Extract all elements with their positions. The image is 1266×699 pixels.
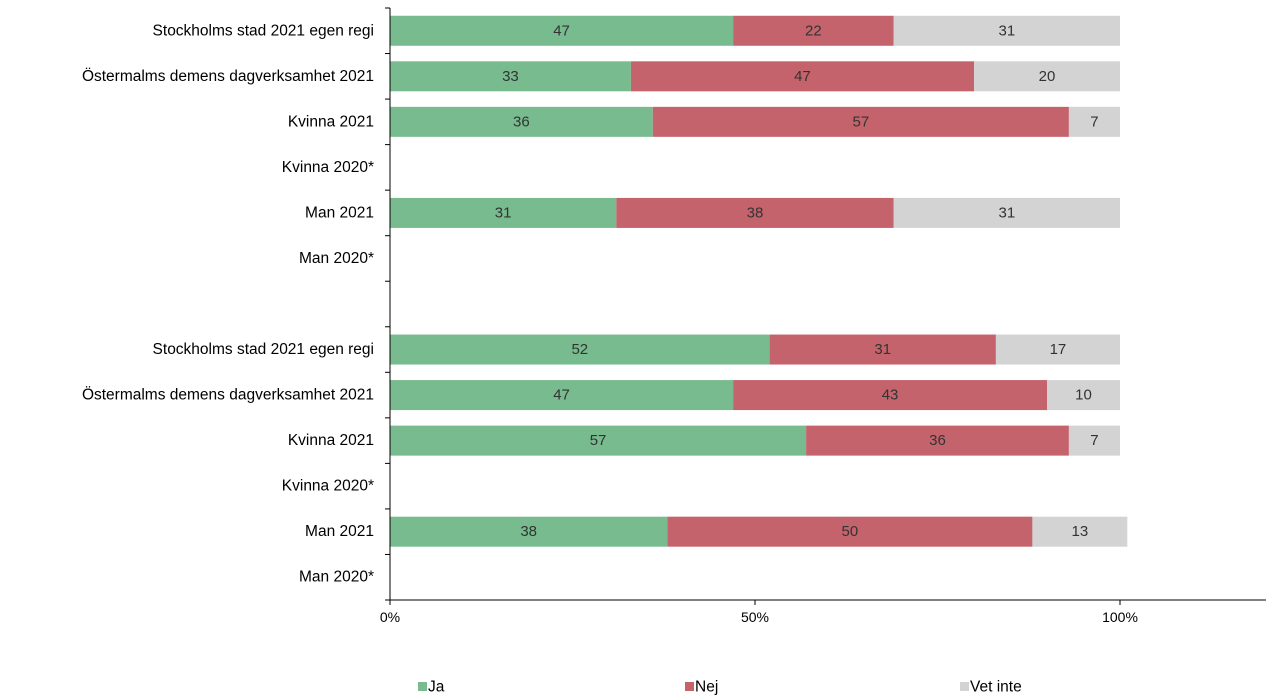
legend-item: Ja — [418, 679, 445, 696]
bar-segment-vet-inte — [995, 334, 1120, 365]
category-label: Östermalms demens dagverksamhet 2021 — [82, 386, 374, 404]
bar-segment-vet-inte — [1047, 380, 1120, 411]
data-label: 10 — [1075, 387, 1092, 404]
data-label: 57 — [590, 432, 607, 449]
data-label: 36 — [513, 113, 530, 130]
bar-segment-nej — [630, 61, 974, 92]
bar-segment-vet-inte — [893, 15, 1120, 46]
data-label: 31 — [999, 204, 1016, 221]
category-label: Stockholms stad 2021 egen regi — [153, 341, 374, 358]
x-tick-label: 0% — [380, 609, 400, 625]
data-label: 31 — [874, 341, 891, 358]
bar-segment-vet-inte — [1068, 106, 1120, 137]
legend-item: Vet inte — [960, 679, 1022, 696]
data-label: 7 — [1090, 432, 1098, 449]
data-label: 47 — [794, 68, 811, 85]
data-label: 47 — [553, 22, 570, 39]
bar-segment-vet-inte — [1068, 425, 1120, 456]
data-label: 43 — [882, 387, 899, 404]
bar-segment-nej — [667, 516, 1033, 547]
data-label: 52 — [571, 341, 588, 358]
bar-segment-nej — [733, 15, 894, 46]
category-label: Kvinna 2021 — [288, 432, 374, 449]
category-label: Kvinna 2021 — [288, 113, 374, 130]
bar-segment-ja — [390, 15, 734, 46]
data-label: 13 — [1072, 523, 1089, 540]
data-label: 38 — [520, 523, 537, 540]
bar-segment-vet-inte — [974, 61, 1120, 92]
data-label: 22 — [805, 22, 822, 39]
legend: Ja Nej Vet inte — [418, 679, 1022, 696]
data-label: 7 — [1090, 113, 1098, 130]
bar-segment-vet-inte — [893, 197, 1120, 228]
bar-segment-vet-inte — [1032, 516, 1128, 547]
legend-swatch — [685, 682, 694, 691]
bar-segment-ja — [390, 197, 617, 228]
category-label: Kvinna 2020* — [282, 159, 374, 176]
legend-swatch — [960, 682, 969, 691]
bar-segment-nej — [769, 334, 996, 365]
x-tick-label: 50% — [741, 609, 769, 625]
data-label: 31 — [495, 204, 512, 221]
legend-label: Ja — [428, 679, 445, 696]
data-label: 31 — [999, 22, 1016, 39]
category-label: Man 2020* — [299, 250, 374, 267]
data-label: 20 — [1039, 68, 1056, 85]
bar-segment-nej — [652, 106, 1069, 137]
data-label: 17 — [1050, 341, 1067, 358]
x-tick-label: 100% — [1102, 609, 1138, 625]
bar-segment-ja — [390, 425, 807, 456]
bar-segment-nej — [733, 380, 1047, 411]
bar-segment-nej — [616, 197, 894, 228]
category-label: Stockholms stad 2021 egen regi — [153, 22, 374, 39]
data-label: 33 — [502, 68, 519, 85]
bar-segment-ja — [390, 516, 668, 547]
bar-segment-ja — [390, 106, 653, 137]
category-label: Man 2021 — [305, 204, 374, 221]
legend-label: Vet inte — [970, 679, 1022, 696]
data-label: 36 — [929, 432, 946, 449]
data-label: 38 — [747, 204, 764, 221]
category-label: Man 2020* — [299, 569, 374, 586]
bar-segment-ja — [390, 380, 734, 411]
bar-segment-ja — [390, 334, 770, 365]
category-label: Kvinna 2020* — [282, 478, 374, 495]
data-label: 50 — [842, 523, 859, 540]
category-label: Man 2021 — [305, 523, 374, 540]
data-labels-layer: 47 22 31 33 47 20 36 57 7 31 38 31 52 31 17 47 43 10 57 36 7… — [495, 22, 1099, 540]
legend-label: Nej — [695, 679, 718, 696]
axes: Stockholms stad 2021 egen regi Östermalms… — [82, 7, 1266, 625]
legend-swatch — [418, 682, 427, 691]
data-label: 57 — [853, 113, 870, 130]
bar-segment-ja — [390, 61, 631, 92]
category-label: Östermalms demens dagverksamhet 2021 — [82, 67, 374, 85]
bars-layer — [390, 15, 1128, 547]
bar-segment-nej — [806, 425, 1069, 456]
data-label: 47 — [553, 387, 570, 404]
legend-item: Nej — [685, 679, 718, 696]
